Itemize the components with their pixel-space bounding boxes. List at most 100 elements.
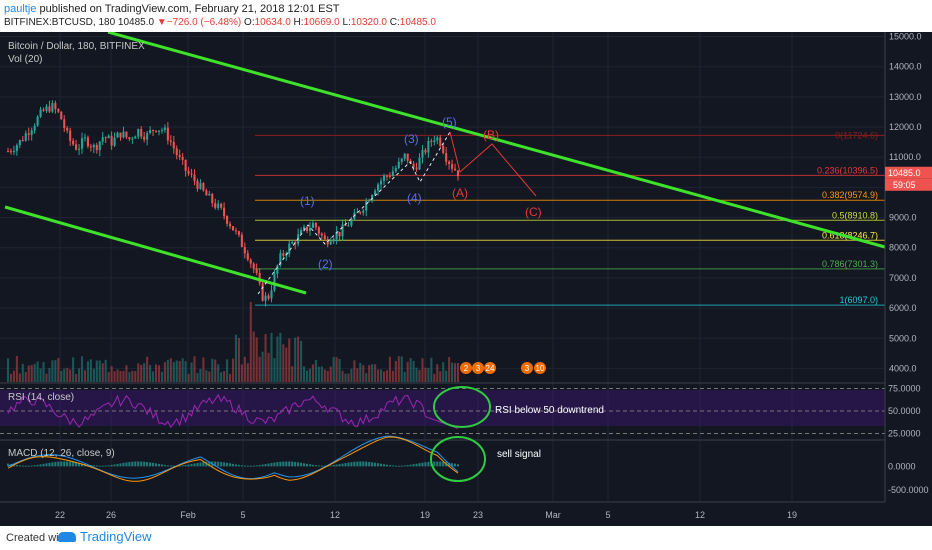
tradingview-brand[interactable]: TradingView: [58, 529, 152, 544]
candle-body: [113, 137, 116, 146]
macd-histogram-bar: [329, 465, 332, 467]
volume-bar: [205, 370, 208, 382]
tradingview-logo-icon: [58, 531, 76, 542]
macd-histogram-bar: [409, 464, 412, 467]
volume-bar: [51, 360, 54, 382]
macd-histogram-bar: [294, 461, 297, 467]
candle-body: [243, 247, 246, 254]
volume-bar: [374, 364, 377, 382]
macd-histogram-bar: [110, 464, 113, 467]
macd-histogram-bar: [122, 462, 125, 467]
macd-histogram-bar: [451, 463, 454, 467]
event-badge-icon[interactable]: [472, 362, 484, 374]
macd-histogram-bar: [305, 463, 309, 467]
time-tick-label: 12: [330, 510, 340, 520]
event-badges[interactable]: 2 3 24 3 10: [460, 362, 546, 374]
candle-body: [175, 148, 178, 156]
macd-histogram-bar: [406, 465, 409, 467]
time-axis[interactable]: 22 26 Feb 5 12 19 23 Mar 5 12 19: [0, 501, 885, 520]
volume-bar: [249, 302, 252, 382]
macd-histogram-bar: [439, 461, 442, 467]
candle-body: [421, 149, 424, 158]
volume-bar: [234, 334, 237, 382]
close-label: C:: [389, 17, 400, 28]
candle-body: [252, 263, 255, 270]
macd-histogram-bar: [48, 462, 51, 467]
volume-bar: [175, 360, 178, 382]
event-badge-icon[interactable]: [460, 362, 472, 374]
macd-histogram-bar: [187, 464, 190, 467]
event-badge-icon[interactable]: [521, 362, 533, 374]
rsi-pane: [0, 382, 885, 434]
time-tick-label: 23: [473, 510, 483, 520]
candle-body: [110, 135, 113, 146]
candle-body: [308, 227, 312, 232]
macd-histogram-bar: [104, 465, 107, 467]
volume-bar: [42, 362, 45, 382]
candle-body: [152, 129, 155, 131]
volume-bar: [394, 360, 397, 382]
price-tick-label: 6000.0: [889, 303, 917, 313]
macd-histogram-bar: [249, 465, 252, 467]
candle-body: [172, 141, 175, 149]
macd-histogram-bar: [36, 464, 39, 467]
volume-bar: [128, 372, 131, 382]
event-badge-icon[interactable]: [534, 362, 546, 374]
volume-bar: [157, 365, 161, 382]
fib-retracement: 0(11724.6) 0.236(10396.5) 0.382(9574.9) 0.5…: [255, 130, 885, 306]
candle-body: [448, 161, 451, 165]
macd-histogram-bar: [344, 463, 347, 467]
volume-bar: [21, 363, 24, 382]
chart-canvas[interactable]: 0(11724.6) 0.236(10396.5) 0.382(9574.9) 0.5…: [0, 32, 932, 526]
price-candles: [6, 100, 460, 307]
event-badge-icon[interactable]: [484, 362, 496, 374]
candle-body: [217, 203, 220, 208]
macd-histogram-bar: [385, 464, 388, 467]
volume-bar: [12, 370, 15, 382]
candle-body: [128, 137, 131, 139]
candle-body: [6, 151, 10, 153]
volume-bar: [356, 368, 359, 382]
macd-histogram-bar: [157, 463, 161, 467]
volume-bar: [134, 371, 137, 382]
candle-body: [214, 203, 217, 208]
author-link[interactable]: paultje: [4, 3, 37, 15]
volume-bar: [365, 373, 368, 382]
volume-bar: [403, 371, 406, 382]
price-axis[interactable]: 4000.05000.06000.07000.08000.09000.01000…: [884, 32, 932, 526]
candle-body: [157, 130, 161, 132]
macd-histogram-bar: [391, 465, 394, 467]
volume-bar: [45, 373, 48, 382]
rsi-tick-label: 75.0000: [888, 384, 921, 394]
candle-body: [193, 174, 196, 181]
macd-histogram-bar: [433, 461, 436, 467]
macd-histogram-bar: [63, 461, 66, 467]
volume-bar: [300, 340, 303, 382]
macd-histogram-bar: [143, 461, 146, 467]
candle-body: [267, 295, 270, 299]
macd-histogram-bar: [394, 465, 397, 467]
macd-histogram-bar: [291, 461, 294, 467]
candle-body: [445, 153, 448, 162]
volume-bar: [152, 371, 155, 382]
candle-body: [202, 183, 205, 191]
event-badge: 2: [464, 364, 469, 373]
publish-header: paultje published on TradingView.com, Fe…: [0, 0, 932, 32]
volume-bar: [335, 357, 338, 382]
candle-body: [320, 233, 323, 236]
macd-histogram-bar: [365, 461, 368, 467]
volume-bar: [33, 363, 36, 382]
candle-body: [184, 159, 187, 171]
macd-histogram-bar: [243, 465, 246, 467]
volume-bar: [415, 367, 418, 382]
macd-histogram-bar: [252, 465, 255, 467]
candle-body: [160, 130, 163, 132]
volume-bar: [69, 369, 72, 382]
macd-histogram-bar: [314, 465, 317, 467]
macd-histogram-bar: [166, 465, 169, 467]
candle-body: [223, 207, 226, 217]
elliott-wave-path: [257, 131, 451, 295]
macd-histogram-bar: [297, 462, 300, 467]
macd-histogram-bar: [116, 463, 119, 467]
macd-histogram-bar: [397, 465, 400, 467]
